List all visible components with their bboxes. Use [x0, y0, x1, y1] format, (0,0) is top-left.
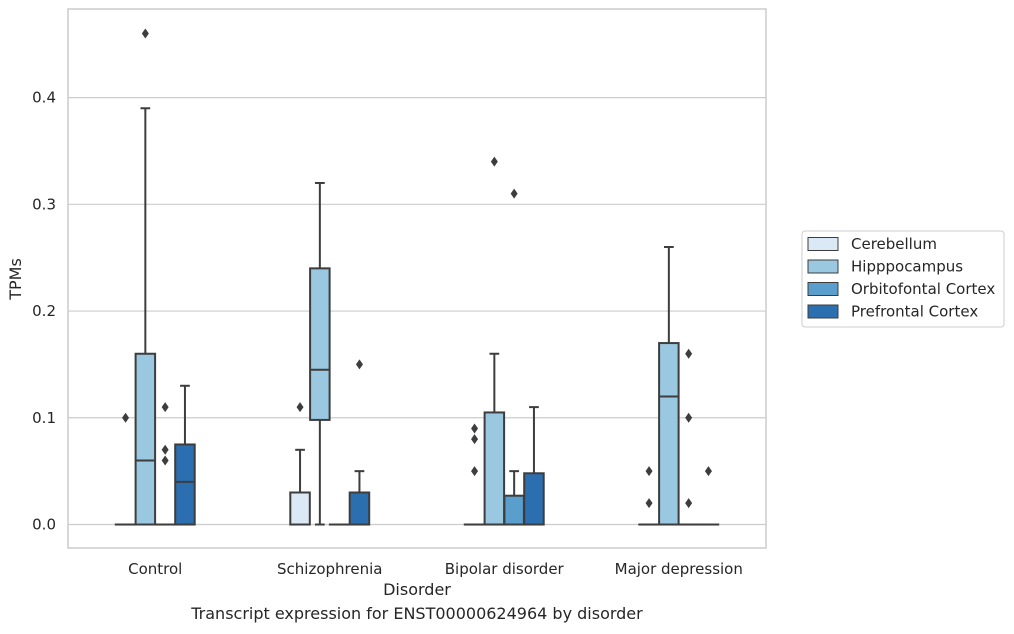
box-iqr: [174, 443, 196, 526]
outlier-point: [471, 466, 479, 477]
y-tick-label: 0.4: [32, 89, 56, 107]
box-iqr: [309, 267, 331, 421]
chart-caption: Transcript expression for ENST0000062496…: [191, 604, 643, 623]
legend-swatch: [807, 282, 839, 296]
outlier-point: [685, 498, 693, 509]
box-hipppocampus: [658, 246, 680, 526]
outlier-point: [471, 423, 479, 434]
legend: Cerebellum Hipppocampus Orbitofontal Corte…: [801, 230, 1005, 328]
legend-label: Orbitofontal Cortex: [851, 280, 995, 298]
legend-label: Prefrontal Cortex: [851, 303, 978, 321]
x-tick-label: Bipolar disorder: [445, 560, 565, 578]
box-orbitofontal-cortex: [503, 188, 525, 526]
outlier-point: [161, 444, 169, 455]
legend-label: Hipppocampus: [851, 258, 963, 276]
box-hipppocampus: [309, 181, 331, 526]
outlier-point: [122, 412, 130, 423]
box-iqr: [348, 491, 371, 526]
outlier-point: [141, 28, 149, 39]
plot-frame: [67, 8, 767, 549]
legend-swatch: [807, 259, 839, 274]
box-iqr: [134, 352, 157, 526]
box-cerebellum: [114, 412, 137, 526]
y-tick-label: 0.0: [32, 516, 56, 534]
box-orbitofontal-cortex: [677, 348, 700, 526]
box-cerebellum: [289, 402, 311, 526]
outlier-point: [704, 466, 712, 477]
outlier-point: [490, 156, 498, 167]
outlier-point: [645, 466, 653, 477]
box-hipppocampus: [134, 28, 157, 526]
outlier-point: [161, 455, 169, 466]
box-prefrontal-cortex: [348, 359, 371, 526]
box-prefrontal-cortex: [697, 466, 720, 526]
box-hipppocampus: [483, 156, 506, 526]
legend-label: Cerebellum: [851, 235, 937, 253]
box-cerebellum: [638, 466, 660, 526]
x-tick-label: Major depression: [615, 560, 743, 578]
outlier-point: [685, 348, 693, 359]
box-prefrontal-cortex: [174, 384, 196, 526]
y-tick-labels: 0.0 0.1 0.2 0.3 0.4: [32, 89, 56, 534]
legend-frame: [801, 230, 1005, 328]
box-iqr: [523, 472, 545, 526]
y-tick-label: 0.2: [32, 302, 56, 320]
outlier-point: [355, 359, 363, 370]
outlier-point: [510, 188, 518, 199]
boxes: [114, 28, 720, 526]
legend-swatch: [807, 237, 839, 251]
outlier-point: [161, 402, 169, 413]
outlier-point: [645, 498, 653, 509]
box-iqr: [658, 342, 680, 526]
legend-swatch: [807, 304, 839, 319]
x-axis-label: Disorder: [383, 580, 451, 599]
y-tick-label: 0.3: [32, 195, 56, 213]
x-tick-label: Schizophrenia: [277, 560, 382, 578]
box-iqr: [503, 494, 525, 526]
x-tick-label: Control: [128, 560, 182, 578]
x-tick-labels: Control Schizophrenia Bipolar disorder Majo…: [128, 560, 743, 578]
outlier-point: [471, 434, 479, 445]
outlier-point: [296, 402, 304, 413]
box-orbitofontal-cortex: [154, 402, 176, 526]
y-tick-label: 0.1: [32, 409, 56, 427]
box-iqr: [289, 491, 311, 526]
y-axis-label: TPMs: [6, 258, 25, 301]
box-cerebellum: [463, 423, 486, 526]
box-prefrontal-cortex: [523, 406, 545, 526]
box-iqr: [483, 411, 506, 526]
outlier-point: [685, 412, 693, 423]
